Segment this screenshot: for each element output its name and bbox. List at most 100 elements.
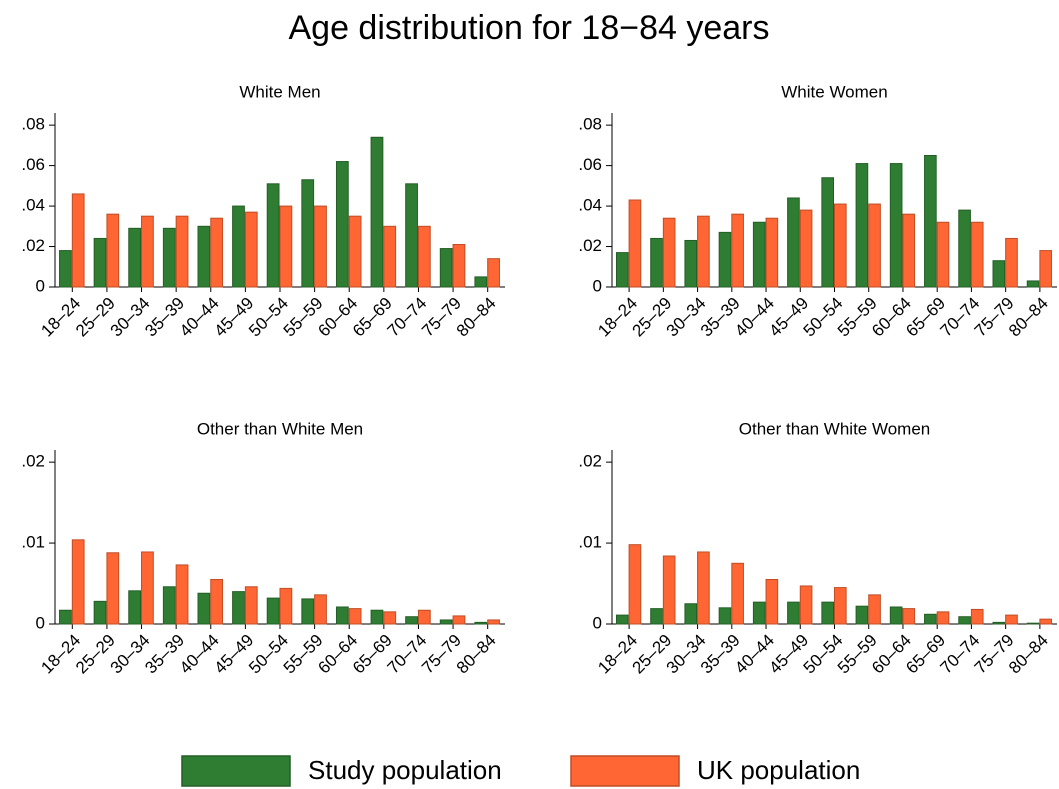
bar [889,163,903,288]
bar [244,211,258,288]
bar [1039,250,1053,288]
bar [474,276,488,288]
legend-label: Study population [308,755,502,785]
bar [93,600,107,625]
bar [1005,237,1018,288]
panel-title: White Men [239,82,320,101]
panel-title: Other than White Women [739,419,931,438]
bar [821,177,834,288]
bar [970,608,984,625]
bar [301,598,315,625]
bar [405,183,418,288]
bar [868,203,881,288]
bar [628,199,642,288]
y-tick-label: .08 [578,115,602,134]
bar [417,609,431,625]
bar [279,205,293,288]
bar [697,215,710,288]
y-tick-label: .02 [578,452,602,471]
bar [383,611,397,625]
bar [662,555,676,625]
bar [162,586,176,625]
bar [889,606,903,625]
bar [370,136,384,288]
bar [1039,618,1053,625]
bar [452,244,466,288]
bar [752,601,766,625]
bar [266,183,280,288]
bar [936,611,950,625]
bar [439,619,453,625]
bar [902,608,916,625]
bar [765,217,779,288]
bar [128,227,142,288]
bar [924,613,937,625]
y-tick-label: .02 [578,236,602,255]
y-tick-label: 0 [593,613,602,632]
bar [650,237,663,288]
legend-label: UK population [697,755,860,785]
bar [71,539,85,625]
bar [855,605,869,625]
bar [405,616,418,625]
bar [175,564,189,625]
bar [787,197,800,288]
bar [650,608,663,625]
bar [162,227,176,288]
bar [59,250,72,288]
bar [799,585,813,625]
legend-swatch [570,755,680,787]
bar [348,608,362,625]
bar [128,590,142,625]
bar [1026,280,1040,288]
bar [958,209,971,288]
bar [106,213,120,288]
panel-title: Other than White Men [197,419,363,438]
bar [1005,614,1018,625]
chart-title: Age distribution for 18−84 years [288,9,769,47]
bar [487,258,500,288]
bar [615,614,629,625]
bar [141,215,154,288]
bar [474,621,488,625]
panel-title: White Women [781,82,887,101]
bar [266,597,280,625]
y-tick-label: .02 [21,452,45,471]
bar [452,615,466,625]
bar [718,607,732,625]
bar [970,221,984,288]
bar [93,237,107,288]
bar [370,609,384,625]
bar [855,163,869,288]
bar [439,248,453,288]
bar [141,551,154,625]
bar [958,616,971,625]
bar [197,592,211,625]
bar [383,225,397,288]
bar [731,213,744,288]
bar [487,619,500,625]
bar [902,213,916,288]
legend-swatch [181,755,291,787]
bar [834,203,847,288]
bar [834,587,847,625]
bar [232,205,245,288]
bar [924,154,937,288]
bar [244,586,258,625]
y-tick-label: .01 [578,533,602,552]
bar [71,193,85,288]
y-tick-label: .04 [21,196,45,215]
y-tick-label: .04 [578,196,602,215]
bar [197,225,211,288]
bar [799,209,813,288]
bar [628,544,642,625]
y-tick-label: .08 [21,115,45,134]
bar [335,161,349,288]
bar [1026,622,1040,625]
bar [718,231,732,288]
bar [210,217,224,288]
bar [335,606,349,625]
bar [279,587,293,625]
